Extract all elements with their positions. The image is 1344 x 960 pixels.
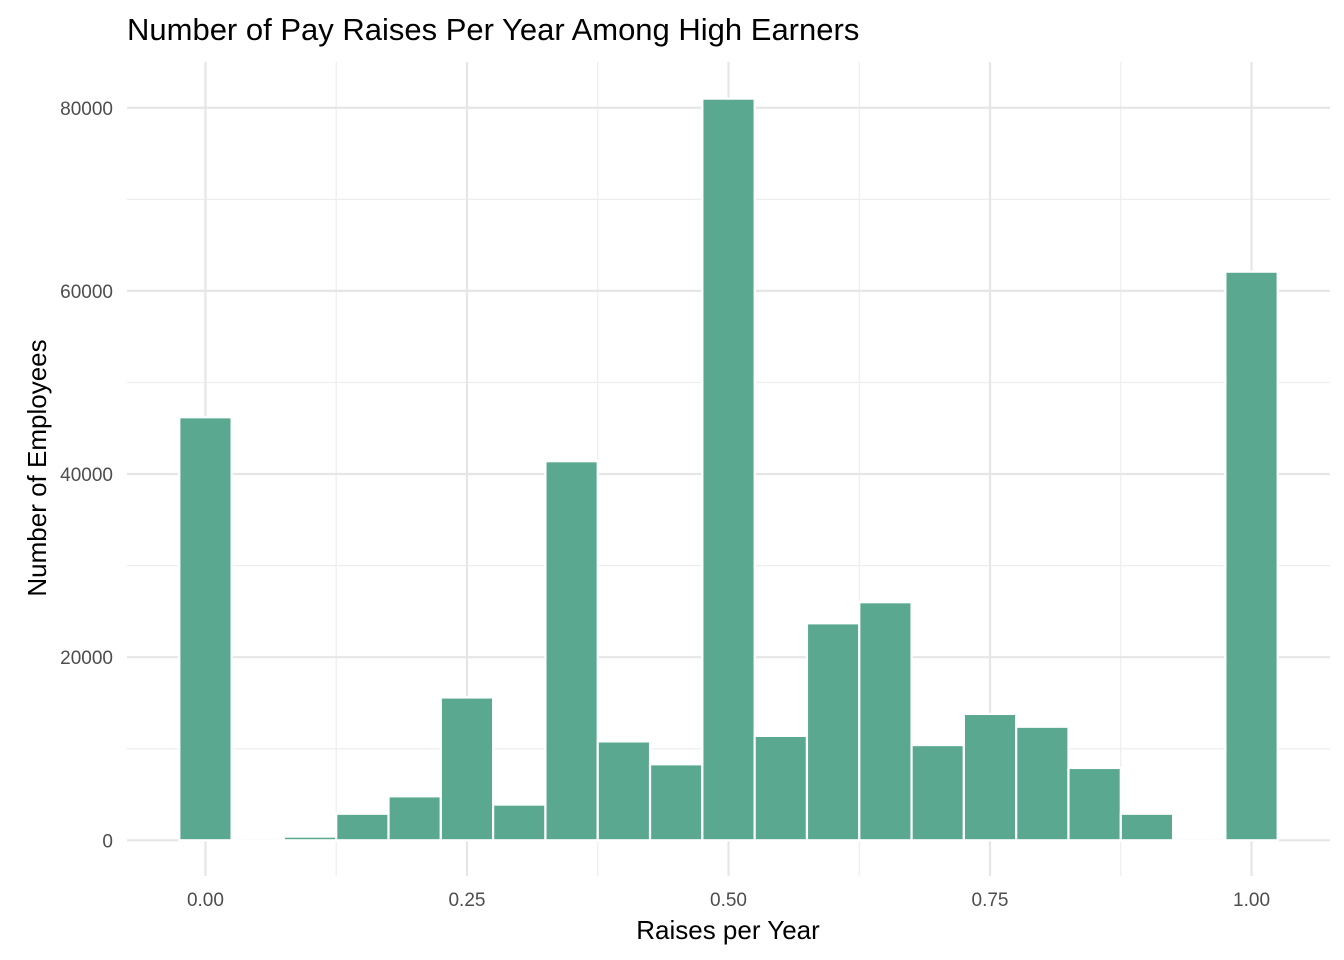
bars: [178, 97, 1279, 842]
histogram-bar: [701, 97, 756, 842]
y-tick-label: 80000: [60, 99, 113, 120]
histogram-bar: [753, 734, 809, 842]
histogram-bar: [596, 740, 652, 842]
x-tick-label: 0.50: [710, 890, 747, 911]
y-tick-label: 20000: [60, 648, 113, 669]
y-tick-label: 0: [102, 831, 113, 852]
histogram-bar: [1067, 766, 1122, 842]
histogram-bar: [1224, 270, 1279, 842]
histogram-bar: [178, 416, 233, 842]
histogram-bar: [230, 839, 286, 842]
histogram-bar: [805, 622, 861, 842]
x-tick-label: 0.75: [972, 890, 1009, 911]
histogram-bar: [910, 743, 965, 842]
histogram-bar: [282, 835, 338, 842]
x-axis-title: Raises per Year: [636, 915, 820, 945]
histogram-bar: [1015, 725, 1070, 842]
histogram-bar: [962, 712, 1018, 842]
x-tick-label: 1.00: [1233, 890, 1270, 911]
x-tick-label: 0.25: [448, 890, 485, 911]
y-tick-label: 40000: [60, 465, 113, 486]
histogram-bar: [1171, 839, 1227, 842]
histogram-bar: [387, 795, 442, 842]
y-axis-title: Number of Employees: [22, 339, 52, 596]
histogram-bar: [544, 460, 599, 842]
y-axis-ticks: 0 20000 40000 60000 80000: [60, 99, 113, 853]
histogram-bar: [648, 763, 704, 842]
y-tick-label: 60000: [60, 282, 113, 303]
histogram-bar: [439, 696, 495, 842]
x-axis-ticks: 0.00 0.25 0.50 0.75 1.00: [187, 890, 1270, 911]
x-tick-label: 0.00: [187, 890, 224, 911]
histogram-bar: [858, 601, 913, 842]
histogram-bar: [1119, 812, 1175, 842]
histogram-bar: [492, 803, 547, 842]
histogram-bar: [335, 812, 390, 842]
chart-title: Number of Pay Raises Per Year Among High…: [127, 12, 859, 47]
